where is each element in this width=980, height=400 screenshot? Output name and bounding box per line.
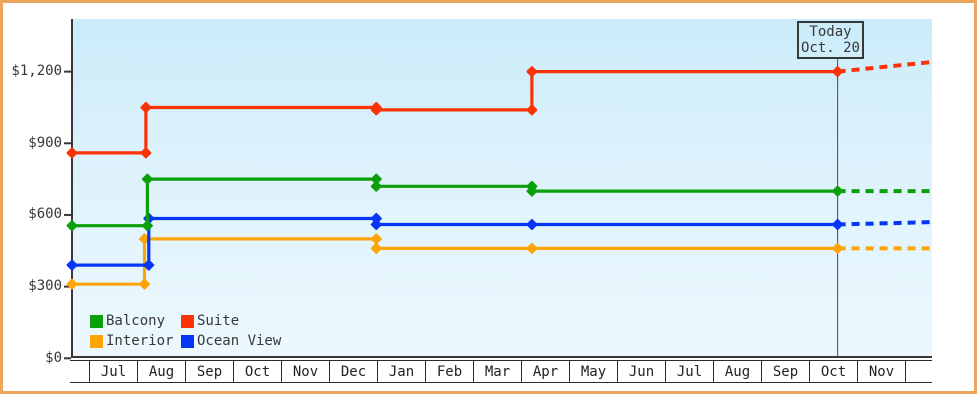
month-label: Oct xyxy=(820,363,847,380)
data-point-ocean-view xyxy=(832,218,844,231)
data-point-interior xyxy=(370,233,382,245)
month-label: Sep xyxy=(772,363,799,380)
data-point-ocean-view xyxy=(370,218,382,231)
data-point-suite xyxy=(832,66,844,78)
month-label: Jul xyxy=(676,363,703,380)
legend-label: Suite xyxy=(197,313,240,329)
month-cell-oct: Oct xyxy=(233,361,281,382)
data-point-balcony xyxy=(526,185,538,197)
today-marker-box: Today Oct. 20 xyxy=(797,21,864,59)
month-cell-sep: Sep xyxy=(761,361,809,382)
month-label: Feb xyxy=(436,363,463,380)
legend-label: Balcony xyxy=(106,313,166,329)
month-cell-feb: Feb xyxy=(425,361,473,382)
month-cell-aug: Aug xyxy=(137,361,185,382)
month-cell-jun: Jun xyxy=(617,361,665,382)
data-point-ocean-view xyxy=(143,259,155,271)
month-cell-jan: Jan xyxy=(377,361,425,382)
data-point-balcony xyxy=(66,220,78,232)
month-band-filler xyxy=(70,361,89,382)
month-cell-nov: Nov xyxy=(857,361,905,382)
month-label: Oct xyxy=(244,363,271,380)
legend-label: Interior xyxy=(106,333,174,349)
data-point-interior xyxy=(832,242,844,254)
month-label: Jun xyxy=(628,363,655,380)
series-projection-suite xyxy=(837,60,932,74)
y-axis-label: $300 xyxy=(28,278,62,295)
data-point-ocean-view xyxy=(370,212,382,225)
today-label: Today xyxy=(809,24,852,40)
legend-item-balcony: Balcony xyxy=(90,314,165,328)
legend-swatch xyxy=(181,334,194,348)
month-cell-oct: Oct xyxy=(809,361,857,382)
data-point-ocean-view xyxy=(526,218,538,231)
month-cell-sep: Sep xyxy=(185,361,233,382)
data-point-interior xyxy=(370,242,382,254)
data-point-interior xyxy=(138,278,151,290)
series-line-suite xyxy=(72,69,838,155)
month-label: Sep xyxy=(196,363,223,380)
month-label: Aug xyxy=(148,363,175,380)
month-label: Nov xyxy=(868,363,895,380)
data-point-suite xyxy=(526,104,538,116)
legend-item-ocean-view: Ocean View xyxy=(181,334,281,348)
legend-label: Ocean View xyxy=(197,333,282,349)
month-cell-apr: Apr xyxy=(521,361,569,382)
month-label: Aug xyxy=(724,363,751,380)
month-label: Mar xyxy=(484,363,511,380)
y-axis-label: $1,200 xyxy=(11,63,62,80)
data-point-suite xyxy=(526,66,538,78)
legend-swatch xyxy=(90,314,103,328)
month-cell-may: May xyxy=(569,361,617,382)
month-label: May xyxy=(580,363,607,380)
data-point-suite xyxy=(140,101,152,114)
data-point-balcony xyxy=(370,173,382,185)
legend-item-suite: Suite xyxy=(181,314,239,328)
month-band-filler xyxy=(905,361,932,382)
data-point-balcony xyxy=(141,173,153,185)
month-cell-mar: Mar xyxy=(473,361,521,382)
data-point-ocean-view xyxy=(66,259,78,271)
month-label: Dec xyxy=(340,363,367,380)
data-point-interior xyxy=(526,242,538,254)
month-cell-aug: Aug xyxy=(713,361,761,382)
data-point-interior xyxy=(66,278,78,290)
month-cell-jul: Jul xyxy=(665,361,713,382)
month-cell-nov: Nov xyxy=(281,361,329,382)
series-line-ocean-view xyxy=(72,216,838,267)
data-point-balcony xyxy=(832,185,844,197)
legend-swatch xyxy=(181,314,194,328)
data-point-balcony xyxy=(141,220,153,232)
legend-item-interior: Interior xyxy=(90,334,173,348)
month-label: Jul xyxy=(100,363,127,380)
plot-area xyxy=(71,19,932,358)
y-axis-label: $600 xyxy=(28,206,62,223)
month-label: Jan xyxy=(388,363,415,380)
data-point-suite xyxy=(140,147,152,159)
series-projection-ocean-view xyxy=(837,220,932,227)
today-date-label: Oct. 20 xyxy=(800,40,860,56)
data-point-suite xyxy=(66,147,78,159)
x-axis-month-band: Jul Aug Sep Oct Nov Dec Jan Feb Mar Apr May Jun Jul A… xyxy=(70,360,932,383)
y-axis-label: $0 xyxy=(45,349,62,366)
data-point-suite xyxy=(370,104,382,116)
month-cell-jul: Jul xyxy=(89,361,137,382)
data-point-balcony xyxy=(370,180,382,192)
series-line-interior xyxy=(72,237,838,286)
y-axis-label: $900 xyxy=(28,134,62,151)
month-label: Nov xyxy=(292,363,319,380)
month-label: Apr xyxy=(532,363,559,380)
month-cell-dec: Dec xyxy=(329,361,377,382)
legend-swatch xyxy=(90,334,103,348)
